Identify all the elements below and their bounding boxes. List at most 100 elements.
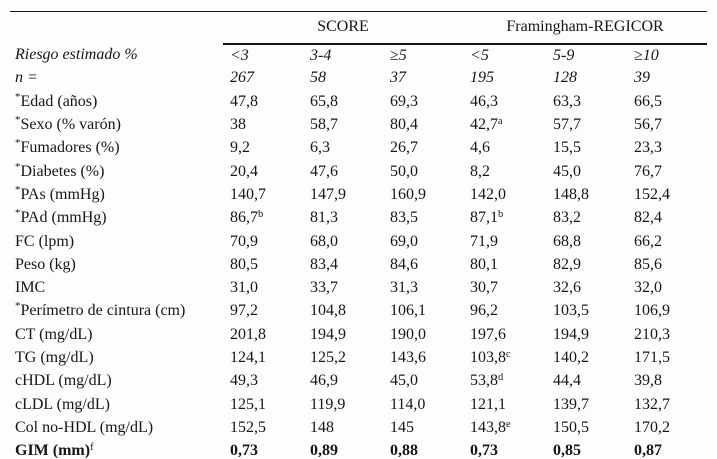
cell-value: 0,73 bbox=[470, 441, 499, 459]
footnote-marker: c bbox=[506, 349, 511, 360]
cell-value: 0,88 bbox=[390, 441, 418, 459]
footnote-marker: d bbox=[498, 372, 504, 384]
cell-value: 46,3 bbox=[470, 92, 499, 110]
table-row: *PAs (mmHg) 140,7 147,9 160,9 142,0 148,8 152,… bbox=[10, 183, 707, 206]
cell-value: 190,0 bbox=[390, 325, 426, 343]
cell-value: 104,8 bbox=[310, 302, 346, 320]
cell-value: 194,9 bbox=[553, 325, 590, 343]
cell-value: 39,8 bbox=[634, 372, 663, 390]
cell-value: 143,8e bbox=[470, 418, 511, 436]
cell-value: 81,3 bbox=[310, 209, 338, 227]
cell-value: 160,9 bbox=[390, 185, 426, 203]
cell-value: 80,5 bbox=[230, 255, 258, 273]
cell-value: 85,6 bbox=[634, 255, 663, 273]
cell-value: 42,7a bbox=[470, 116, 503, 134]
cell-value: 23,3 bbox=[634, 139, 663, 157]
cell-value: 31,0 bbox=[230, 279, 258, 297]
cell-value: 46,9 bbox=[310, 372, 338, 390]
cell-value: 71,9 bbox=[470, 232, 499, 250]
cell-value: 195 bbox=[470, 69, 495, 87]
cell-value: 31,3 bbox=[390, 279, 418, 297]
cell-value: 3-4 bbox=[310, 46, 332, 64]
cell-value: 86,7b bbox=[230, 209, 264, 227]
cell-value: 197,6 bbox=[470, 325, 507, 343]
cell-value: 47,6 bbox=[310, 162, 338, 180]
cell-value: 6,3 bbox=[310, 139, 330, 157]
cell-value: 39 bbox=[634, 69, 651, 87]
row-label: *Sexo (% varón) bbox=[15, 114, 121, 134]
row-label: *PAs (mmHg) bbox=[15, 183, 105, 203]
cell-value: 103,5 bbox=[553, 302, 590, 320]
cell-value: 58,7 bbox=[310, 116, 338, 134]
cell-value: 8,2 bbox=[470, 162, 491, 180]
cell-value: 121,1 bbox=[470, 395, 507, 413]
row-label: Peso (kg) bbox=[15, 255, 76, 273]
footnote-marker: b bbox=[258, 209, 264, 221]
table-row: *Sexo (% varón) 38 58,7 80,4 42,7a 57,7 56,7 bbox=[10, 113, 707, 136]
table-row: TG (mg/dL) 124,1 125,2 143,6 103,8c 140,2 171,… bbox=[10, 346, 707, 369]
cell-value: 26,7 bbox=[390, 139, 418, 157]
table-row: Riesgo estimado % <3 3-4 ≥5 <5 5-9 ≥10 bbox=[10, 44, 707, 67]
cell-value: 114,0 bbox=[390, 395, 426, 413]
cell-value: 0,85 bbox=[553, 441, 582, 459]
footnote-marker: b bbox=[498, 209, 504, 221]
cell-value: 66,5 bbox=[634, 92, 663, 110]
significance-star: * bbox=[15, 207, 21, 220]
row-label: *Edad (años) bbox=[15, 90, 98, 110]
cell-value: 139,7 bbox=[553, 395, 590, 413]
cell-value: 132,7 bbox=[634, 395, 671, 413]
cell-value: 80,4 bbox=[390, 116, 418, 134]
table-row: *Diabetes (%) 20,4 47,6 50,0 8,2 45,0 76,7 bbox=[10, 160, 707, 183]
significance-star: * bbox=[15, 114, 21, 127]
table-row: GIM (mm)f 0,73 0,89 0,88 0,73 0,85 0,87 bbox=[10, 440, 707, 459]
cell-value: 140,2 bbox=[553, 349, 590, 366]
cell-value: 0,89 bbox=[310, 441, 338, 459]
cell-value: 38 bbox=[230, 116, 246, 134]
cell-value: 124,1 bbox=[230, 349, 266, 366]
table-row: cLDL (mg/dL) 125,1 119,9 114,0 121,1 139,7 132… bbox=[10, 393, 707, 416]
cell-value: 20,4 bbox=[230, 162, 258, 180]
row-label: Col no-HDL (mg/dL) bbox=[15, 418, 154, 436]
footnote-marker: a bbox=[498, 116, 503, 128]
cell-value: 33,7 bbox=[310, 279, 338, 297]
table-row: IMC 31,0 33,7 31,3 30,7 32,6 32,0 bbox=[10, 276, 707, 299]
cell-value: 56,7 bbox=[634, 116, 663, 134]
cell-value: 152,5 bbox=[230, 418, 266, 436]
cell-value: 145 bbox=[390, 418, 414, 436]
cell-value: 147,9 bbox=[310, 185, 346, 203]
table-row: cHDL (mg/dL) 49,3 46,9 45,0 53,8d 44,4 39,8 bbox=[10, 370, 707, 393]
row-label: cLDL (mg/dL) bbox=[15, 395, 110, 413]
score-group-header: SCORE bbox=[223, 11, 464, 45]
cell-value: 80,1 bbox=[470, 255, 499, 273]
row-label: IMC bbox=[15, 279, 46, 297]
cell-value: 69,3 bbox=[390, 92, 418, 110]
cell-value: 5-9 bbox=[553, 46, 575, 64]
cell-value: 65,8 bbox=[310, 92, 338, 110]
table-row: CT (mg/dL) 201,8 194,9 190,0 197,6 194,9 210,3 bbox=[10, 323, 707, 346]
cell-value: ≥5 bbox=[390, 46, 407, 64]
significance-star: * bbox=[15, 90, 21, 103]
group-header-spacer bbox=[10, 12, 223, 44]
table-body: Riesgo estimado % <3 3-4 ≥5 <5 5-9 ≥10 n = 267 58… bbox=[10, 44, 707, 459]
row-label: TG (mg/dL) bbox=[15, 349, 94, 366]
cell-value: 83,5 bbox=[390, 209, 418, 227]
cell-value: 45,0 bbox=[553, 162, 582, 180]
row-label: Riesgo estimado % bbox=[15, 46, 138, 64]
cell-value: 68,8 bbox=[553, 232, 582, 250]
significance-star: * bbox=[15, 300, 21, 313]
cell-value: 4,6 bbox=[470, 139, 491, 157]
table-row: Peso (kg) 80,5 83,4 84,6 80,1 82,9 85,6 bbox=[10, 253, 707, 276]
table-row: *Perímetro de cintura (cm) 97,2 104,8 106,1… bbox=[10, 300, 707, 323]
row-label: *PAd (mmHg) bbox=[15, 207, 107, 227]
cell-value: 49,3 bbox=[230, 372, 258, 390]
cell-value: 68,0 bbox=[310, 232, 338, 250]
cell-value: 171,5 bbox=[634, 349, 671, 366]
cell-value: 32,0 bbox=[634, 279, 663, 297]
footnote-marker: e bbox=[506, 418, 511, 430]
cell-value: 0,87 bbox=[634, 441, 663, 459]
cell-value: 106,1 bbox=[390, 302, 426, 320]
row-label: CT (mg/dL) bbox=[15, 325, 93, 343]
cell-value: 194,9 bbox=[310, 325, 346, 343]
row-label: *Perímetro de cintura (cm) bbox=[15, 300, 186, 320]
